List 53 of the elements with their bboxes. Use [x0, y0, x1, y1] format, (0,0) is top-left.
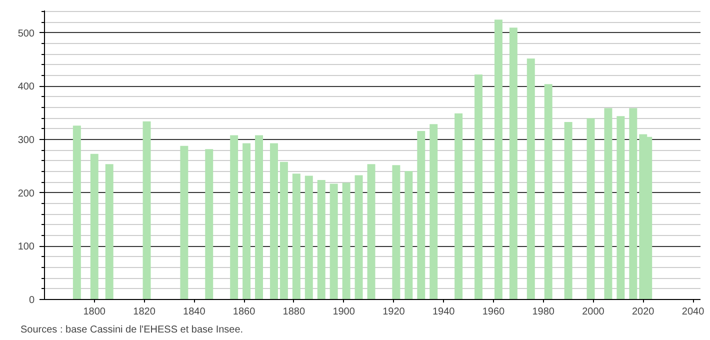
- x-tick-label: 2040: [682, 306, 705, 318]
- bar: [367, 164, 376, 300]
- x-tick-label: 2020: [632, 306, 655, 318]
- bar: [586, 118, 595, 300]
- bar: [205, 149, 214, 300]
- bar: [280, 162, 288, 300]
- bar: [629, 108, 638, 300]
- bar: [354, 175, 363, 300]
- bar: [474, 74, 482, 300]
- bar: [304, 176, 313, 300]
- bar: [230, 135, 238, 300]
- bar: [142, 121, 151, 300]
- bar: [72, 126, 81, 300]
- bar: [242, 143, 251, 300]
- bar: [90, 154, 98, 300]
- y-tick-label: 400: [18, 82, 35, 93]
- bar: [270, 143, 278, 300]
- bar: [604, 108, 612, 300]
- bar: [180, 146, 188, 300]
- bar: [564, 122, 572, 300]
- x-tick-label: 1980: [532, 306, 555, 318]
- bar: [509, 28, 518, 300]
- x-tick-label: 1840: [183, 306, 206, 318]
- y-tick-label: 300: [18, 135, 35, 146]
- bar: [616, 116, 625, 300]
- source-note: Sources : base Cassini de l'EHESS et base Insee.: [20, 324, 244, 336]
- bar: [292, 174, 300, 300]
- x-tick-label: 1920: [382, 306, 406, 318]
- bar: [255, 135, 263, 300]
- y-tick-label: 500: [18, 28, 35, 40]
- bar: [404, 170, 413, 300]
- x-tick-label: 2000: [582, 306, 605, 318]
- bar: [392, 165, 400, 300]
- bar: [494, 20, 502, 300]
- x-tick-label: 1880: [282, 306, 306, 318]
- x-tick-label: 1960: [482, 306, 506, 318]
- bar: [317, 180, 326, 300]
- x-tick-label: 1860: [232, 306, 256, 318]
- bar: [342, 182, 350, 300]
- y-tick-label: 0: [28, 295, 35, 306]
- x-tick-label: 1940: [432, 306, 456, 318]
- x-tick-label: 1800: [83, 306, 106, 318]
- bar: [454, 113, 463, 300]
- x-tick-label: 1900: [332, 306, 356, 318]
- x-tick-label: 1820: [133, 306, 156, 318]
- y-tick-label: 200: [18, 188, 35, 200]
- bar: [417, 131, 426, 300]
- bar: [430, 124, 438, 300]
- bar: [526, 58, 535, 300]
- bar: [105, 164, 114, 300]
- bar: [544, 84, 552, 300]
- bar: [330, 184, 338, 300]
- y-tick-label: 100: [18, 242, 35, 253]
